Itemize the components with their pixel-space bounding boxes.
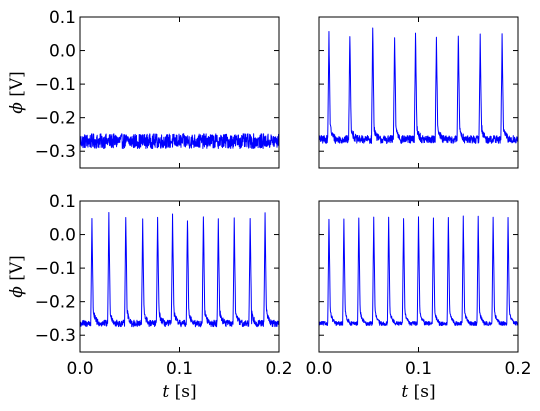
ytick-label: −0.1 <box>35 259 76 279</box>
ytick-label: 0.1 <box>49 192 76 212</box>
ytick-label: −0.3 <box>35 326 76 346</box>
panel-top-left: 0.1 0.0 −0.1 −0.2 −0.3 ϕ [V] <box>7 8 280 169</box>
trace-top-left <box>79 133 280 150</box>
ytick-label: 0.0 <box>49 42 76 62</box>
panel-bottom-left: 0.1 0.0 −0.1 −0.2 −0.3 0.0 0.1 0.2 ϕ [V] t [s] <box>7 192 293 402</box>
xtick-label: 0.1 <box>405 359 432 379</box>
xlabel: t [s] <box>162 382 196 402</box>
ytick-label: −0.2 <box>35 109 76 129</box>
ytick-label: −0.2 <box>35 293 76 313</box>
ylabel: ϕ [V] <box>7 71 27 114</box>
ytick-label: −0.1 <box>35 75 76 95</box>
ytick-label: 0.0 <box>49 226 76 246</box>
ytick-label: 0.1 <box>49 8 76 28</box>
panel-top-right <box>318 16 519 169</box>
panel-bottom-right: 0.0 0.1 0.2 t [s] <box>305 200 532 402</box>
trace-bottom-left <box>79 211 280 328</box>
xtick-label: 0.0 <box>66 359 93 379</box>
ytick-label: −0.3 <box>35 142 76 162</box>
ylabel: ϕ [V] <box>7 255 27 298</box>
trace-top-right <box>318 27 519 144</box>
xtick-label: 0.2 <box>265 359 292 379</box>
trace-bottom-right <box>318 215 519 326</box>
xtick-label: 0.1 <box>166 359 193 379</box>
xlabel: t [s] <box>401 382 435 402</box>
xtick-label: 0.2 <box>504 359 531 379</box>
xtick-label: 0.0 <box>305 359 332 379</box>
